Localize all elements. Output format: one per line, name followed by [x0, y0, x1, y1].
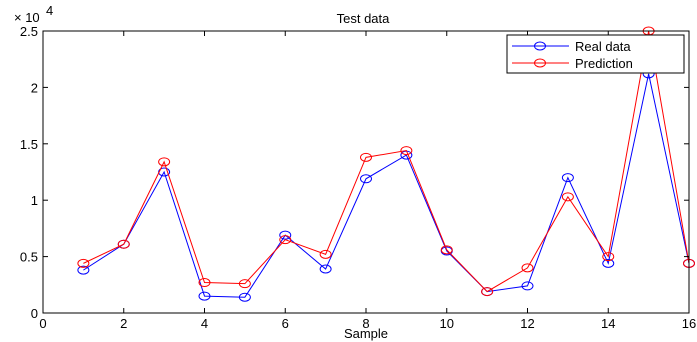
data-point-prediction	[77, 258, 90, 268]
data-point-real-data	[360, 174, 372, 184]
x-tick-label: 14	[601, 316, 615, 331]
data-point-prediction	[198, 278, 211, 288]
data-point-real-data	[319, 264, 332, 274]
legend-label: Real data	[575, 39, 631, 54]
data-point-prediction	[360, 152, 372, 162]
x-axis-label: Sample	[344, 326, 388, 341]
data-point-prediction	[440, 245, 453, 255]
x-tick-label: 12	[520, 316, 534, 331]
data-point-prediction	[602, 252, 615, 262]
data-point-real-data	[521, 281, 534, 291]
data-point-prediction	[481, 287, 494, 297]
data-point-prediction	[319, 249, 332, 259]
y-axis-exponent-label: × 10	[14, 10, 40, 25]
data-point-real-data	[77, 265, 90, 275]
legend-marker	[534, 41, 546, 51]
x-tick-label: 0	[39, 316, 46, 331]
y-tick-label: 1	[31, 193, 38, 208]
x-tick-label: 10	[440, 316, 454, 331]
y-tick-label: 0.5	[20, 250, 38, 265]
series-line-prediction	[83, 30, 690, 293]
data-point-real-data	[602, 258, 615, 268]
data-point-real-data	[238, 292, 251, 302]
data-point-prediction	[400, 146, 413, 156]
data-point-prediction	[158, 157, 171, 167]
y-tick-label: 0	[31, 306, 38, 321]
chart-title: Test data	[337, 11, 391, 26]
data-point-real-data	[561, 173, 574, 183]
x-tick-label: 8	[362, 316, 369, 331]
x-tick-label: 4	[201, 316, 208, 331]
series-line-real-data	[83, 73, 690, 298]
y-tick-label: 2	[31, 80, 38, 95]
y-tick-label: 2.5	[20, 24, 38, 39]
data-point-prediction	[561, 192, 574, 202]
data-point-prediction	[521, 263, 534, 273]
data-point-prediction	[117, 239, 130, 249]
y-tick-label: 1.5	[20, 137, 38, 152]
data-point-real-data	[198, 291, 211, 301]
legend-box	[506, 34, 685, 74]
y-axis-exponent-power: 4	[46, 3, 53, 18]
legend-label: Prediction	[575, 56, 633, 71]
legend: Real data Prediction	[506, 34, 685, 74]
x-tick-label: 6	[282, 316, 289, 331]
data-point-prediction	[238, 279, 251, 289]
y-axis-exponent: × 10 4	[14, 3, 53, 25]
data-point-prediction	[279, 235, 292, 245]
x-tick-label: 2	[120, 316, 127, 331]
x-tick-label: 16	[682, 316, 696, 331]
legend-marker	[534, 58, 546, 68]
